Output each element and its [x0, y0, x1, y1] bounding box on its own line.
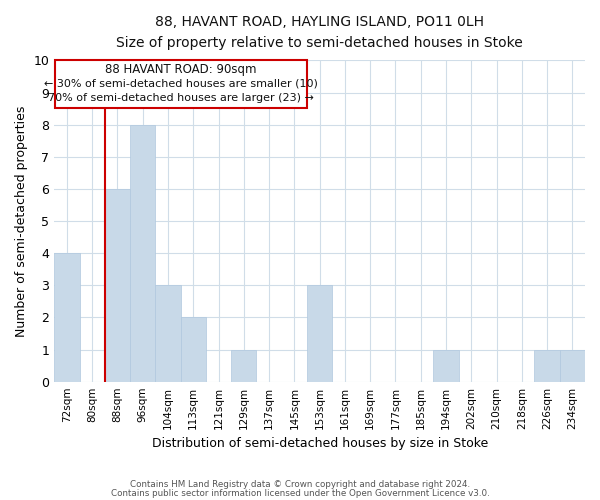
- Bar: [307, 286, 332, 382]
- Bar: [231, 350, 256, 382]
- Bar: [105, 189, 130, 382]
- X-axis label: Distribution of semi-detached houses by size in Stoke: Distribution of semi-detached houses by …: [152, 437, 488, 450]
- Bar: [560, 350, 585, 382]
- Text: 88 HAVANT ROAD: 90sqm: 88 HAVANT ROAD: 90sqm: [105, 63, 257, 76]
- Text: 70% of semi-detached houses are larger (23) →: 70% of semi-detached houses are larger (…: [48, 92, 314, 102]
- Title: 88, HAVANT ROAD, HAYLING ISLAND, PO11 0LH
Size of property relative to semi-deta: 88, HAVANT ROAD, HAYLING ISLAND, PO11 0L…: [116, 15, 523, 50]
- Text: Contains HM Land Registry data © Crown copyright and database right 2024.: Contains HM Land Registry data © Crown c…: [130, 480, 470, 489]
- Bar: [433, 350, 458, 382]
- FancyBboxPatch shape: [55, 60, 307, 108]
- Bar: [155, 286, 181, 382]
- Text: Contains public sector information licensed under the Open Government Licence v3: Contains public sector information licen…: [110, 490, 490, 498]
- Bar: [54, 253, 80, 382]
- Bar: [130, 124, 155, 382]
- Text: ← 30% of semi-detached houses are smaller (10): ← 30% of semi-detached houses are smalle…: [44, 78, 318, 88]
- Bar: [181, 318, 206, 382]
- Bar: [535, 350, 560, 382]
- Y-axis label: Number of semi-detached properties: Number of semi-detached properties: [15, 106, 28, 337]
